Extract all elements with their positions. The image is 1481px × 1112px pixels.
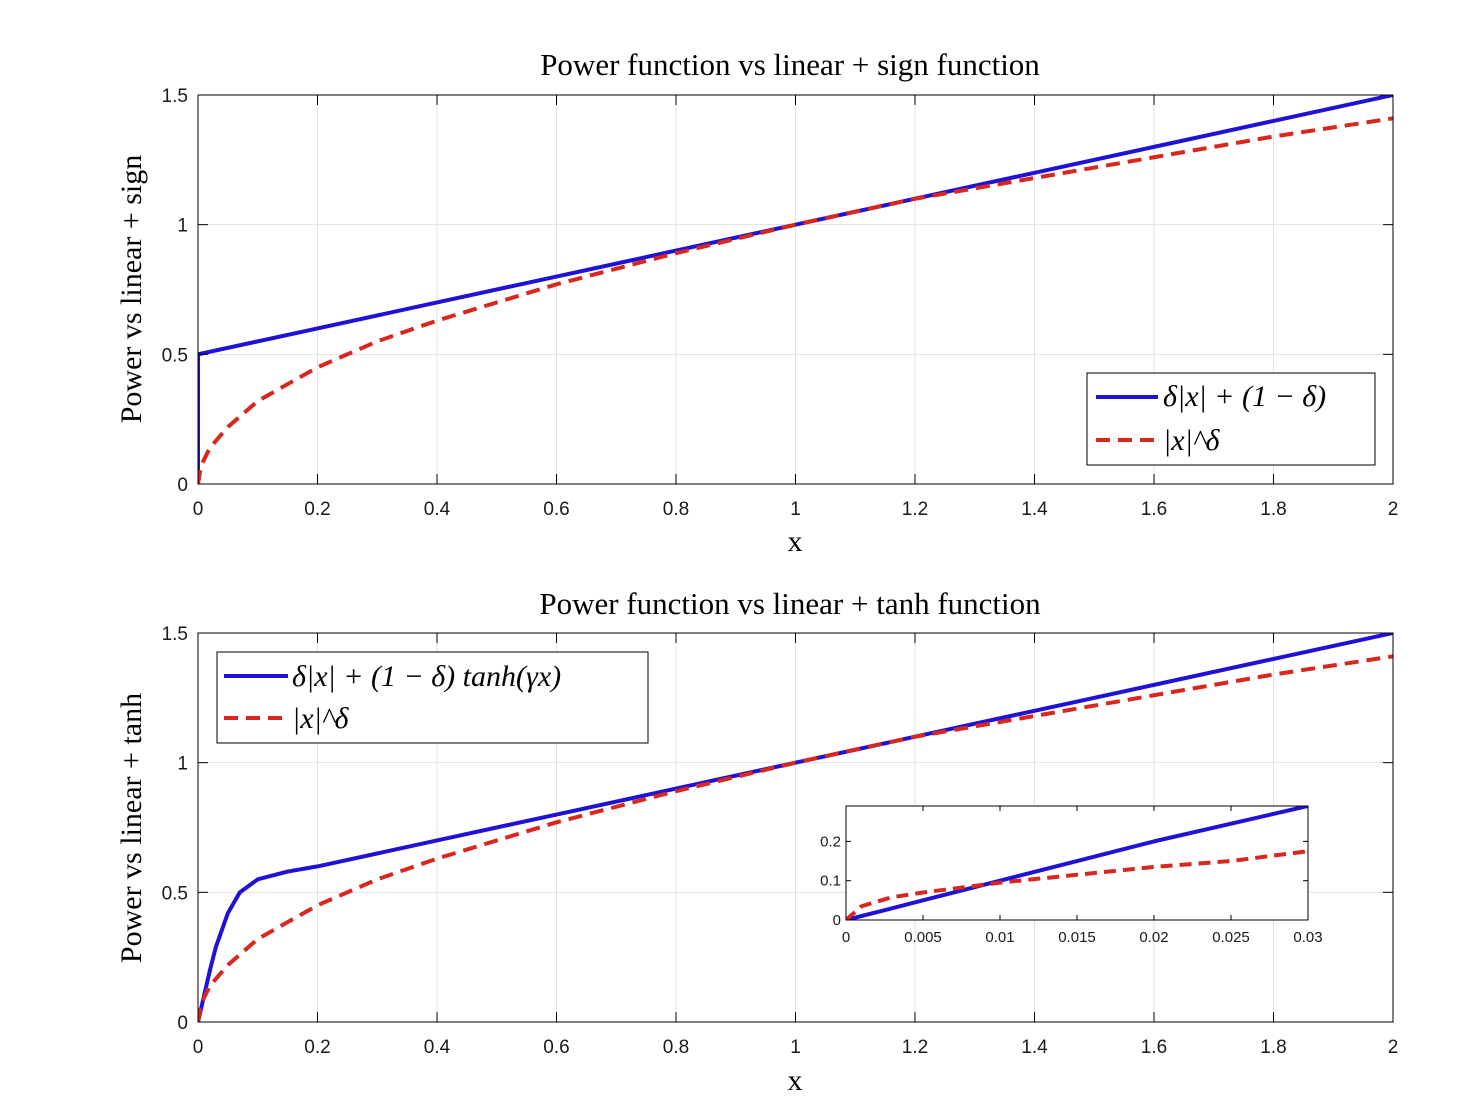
x-tick-label: 2 — [1388, 1037, 1399, 1058]
x-tick-label: 0.02 — [1139, 929, 1168, 946]
x-tick-label: 0.025 — [1212, 929, 1250, 946]
inset-series-group — [846, 806, 1308, 920]
x-tick-label: 1.8 — [1260, 1037, 1286, 1058]
x-tick-label: 0.01 — [985, 929, 1014, 946]
y-tick-label: 0 — [177, 1013, 188, 1034]
x-tick-label: 1.8 — [1260, 499, 1286, 520]
top-chart: 0 0.2 0.4 0.6 0.8 1 1.2 1.4 1.6 1.8 2 0 0.5 1 1.5 Powe… — [115, 47, 1398, 558]
bottom-axes: 0 0.2 0.4 0.6 0.8 1 1.2 1.4 1.6 1.8 2 0 0.5 1 1.5 — [162, 624, 1399, 1058]
top-axes: 0 0.2 0.4 0.6 0.8 1 1.2 1.4 1.6 1.8 2 0 0.5 1 1.5 — [162, 86, 1399, 520]
x-tick-label: 0 — [842, 929, 850, 946]
x-tick-label: 1.2 — [902, 1037, 928, 1058]
x-tick-label: 1.6 — [1141, 1037, 1167, 1058]
top-series-group — [198, 95, 1393, 484]
x-tick-label: 1 — [790, 499, 801, 520]
bottom-legend-label-power: |x|^δ — [292, 702, 349, 735]
x-tick-label: 0 — [193, 499, 204, 520]
y-tick-label: 1.5 — [162, 86, 188, 107]
x-tick-label: 0.4 — [424, 1037, 451, 1058]
x-tick-label: 0.015 — [1058, 929, 1096, 946]
series-line-power — [198, 654, 1393, 1022]
y-tick-label: 0.2 — [820, 833, 841, 850]
y-tick-label: 1.5 — [162, 624, 188, 645]
bottom-series-group — [198, 633, 1393, 1022]
x-tick-label: 0.2 — [304, 1037, 330, 1058]
x-tick-label: 0.03 — [1293, 929, 1322, 946]
bottom-x-axis-label: x — [788, 1064, 803, 1097]
x-tick-label: 1.6 — [1141, 499, 1167, 520]
top-legend-box — [1086, 372, 1376, 466]
axes-frame — [197, 632, 1394, 1023]
series-line-linear — [846, 806, 1308, 920]
x-tick-label: 0.005 — [904, 929, 942, 946]
x-tick-label: 1 — [790, 1037, 801, 1058]
series-line-linear — [198, 633, 1393, 1022]
x-tick-label: 1.4 — [1021, 499, 1048, 520]
y-tick-label: 0.1 — [820, 873, 841, 890]
top-x-axis-label: x — [788, 525, 803, 558]
top-y-axis-label: Power vs linear + sign — [115, 155, 148, 424]
inset-axes: 0 0.005 0.01 0.015 0.02 0.025 0.03 0 0.1 0.2 — [820, 805, 1323, 946]
bottom-chart: 0 0.2 0.4 0.6 0.8 1 1.2 1.4 1.6 1.8 2 0 0.5 1 1.5 Powe… — [115, 586, 1398, 1097]
bottom-legend: δ|x| + (1 − δ) tanh(γx) |x|^δ — [216, 651, 649, 744]
series-line-power — [198, 116, 1393, 484]
y-tick-label: 0 — [177, 475, 188, 496]
bottom-legend-label-linear-tanh: δ|x| + (1 − δ) tanh(γx) — [292, 660, 561, 693]
x-tick-label: 0.2 — [304, 499, 330, 520]
y-tick-label: 0.5 — [162, 883, 188, 904]
x-tick-label: 0.6 — [543, 499, 569, 520]
x-tick-label: 0.8 — [663, 499, 689, 520]
x-tick-label: 1.2 — [902, 499, 928, 520]
top-legend-label-linear-sign: δ|x| + (1 − δ) — [1163, 380, 1326, 413]
y-tick-label: 0.5 — [162, 345, 188, 366]
y-tick-label: 1 — [177, 216, 188, 237]
inset-chart: 0 0.005 0.01 0.015 0.02 0.025 0.03 0 0.1 0.2 — [820, 805, 1323, 946]
x-tick-label: 0 — [193, 1037, 204, 1058]
bottom-chart-title: Power function vs linear + tanh function — [539, 586, 1041, 621]
top-chart-title: Power function vs linear + sign function — [540, 47, 1040, 82]
axes-frame — [197, 94, 1394, 485]
axes-frame — [845, 805, 1309, 921]
x-tick-label: 0.4 — [424, 499, 451, 520]
x-tick-label: 2 — [1388, 499, 1399, 520]
x-tick-label: 0.6 — [543, 1037, 569, 1058]
x-tick-label: 0.8 — [663, 1037, 689, 1058]
series-line-linear — [198, 95, 1393, 484]
y-tick-label: 0 — [833, 912, 841, 929]
x-tick-label: 1.4 — [1021, 1037, 1048, 1058]
y-tick-label: 1 — [177, 754, 188, 775]
bottom-legend-box — [216, 651, 649, 744]
bottom-y-axis-label: Power vs linear + tanh — [115, 693, 148, 963]
top-legend: δ|x| + (1 − δ) |x|^δ — [1086, 372, 1376, 466]
top-legend-label-power: |x|^δ — [1163, 424, 1220, 457]
